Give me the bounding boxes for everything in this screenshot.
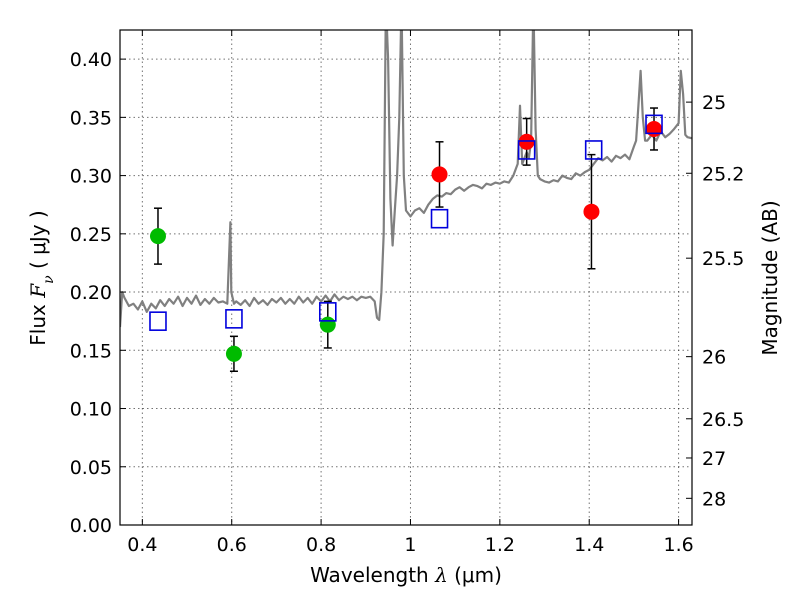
photometry-point [431,166,448,183]
x-tick-label: 0.4 [127,534,157,556]
x-tick-label: 1.6 [663,534,693,556]
x-tick-label: 1 [404,534,416,556]
y-tick-label: 0.25 [70,224,112,246]
photometry-point [225,345,242,362]
model-point [517,140,536,160]
plot-frame [119,29,693,526]
y-tick-label: 0.15 [70,340,112,362]
y-tick-label: 0.20 [70,282,112,304]
y-tick-label: 0.40 [70,49,112,71]
x-tick-label: 1.4 [574,534,604,556]
photometry-point [149,228,166,245]
ticks: 0.4 0.6 0.8 1 1.2 1.4 1.6 0.00 0.05 0.10 0.15 0.20 0… [70,30,744,556]
y-tick-label: 0.10 [70,399,112,421]
x-axis-title: Wavelength λ (μm) [310,563,502,587]
y2-tick-label: 28 [702,488,726,510]
photometry-point [518,133,535,150]
y2-tick-label: 27 [702,448,726,470]
model-point [318,302,337,322]
model-point [645,114,663,135]
x-tick-label: 1.2 [485,534,515,556]
spectrum-line [120,30,692,328]
model-point [149,311,167,331]
x-tick-label: 0.6 [217,534,247,556]
model-point [225,309,243,329]
y2-tick-label: 25 [702,92,726,114]
y-axis-title: Flux Fν ( μJy ) [26,210,57,345]
y2-tick-label: 26 [702,347,726,369]
photometry-point [646,121,663,137]
photometry-point [583,203,600,220]
y2-axis-title: Magnitude (AB) [758,200,782,355]
photometry-point [319,316,336,333]
y-tick-label: 0.30 [70,166,112,188]
y2-tick-label: 25.5 [702,248,744,270]
x-tick-label: 0.8 [306,534,336,556]
model-point [584,140,603,160]
y-tick-label: 0.05 [70,457,112,479]
grid [120,30,692,526]
y2-tick-label: 25.2 [702,163,744,185]
y-tick-label: 0.35 [70,107,112,129]
model-point [430,208,449,229]
y-tick-label: 0.00 [70,515,112,537]
y2-tick-label: 26.5 [702,409,744,431]
plot-area [120,30,692,373]
